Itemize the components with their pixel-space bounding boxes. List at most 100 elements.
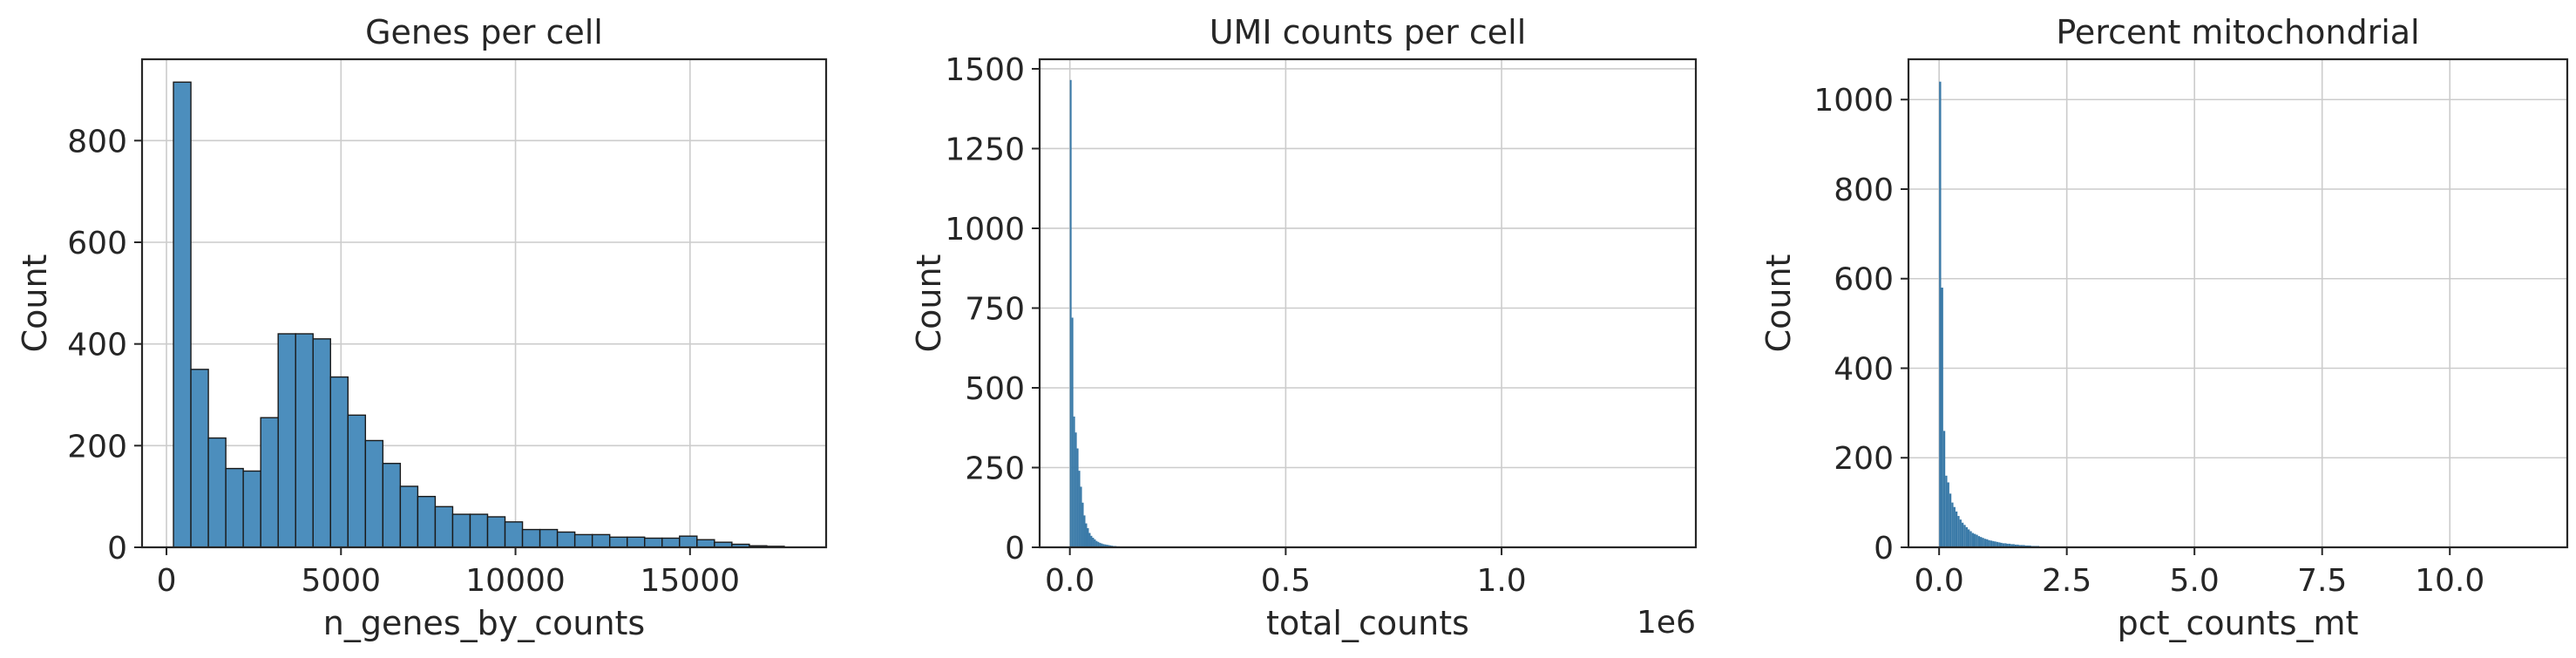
histogram-bar: [1092, 538, 1095, 547]
histogram-bar: [1941, 288, 1943, 547]
histogram-bar: [1106, 545, 1108, 547]
x-tick-label: 10.0: [2415, 563, 2484, 599]
histogram-bar: [2000, 542, 2003, 547]
histogram-bar: [2008, 543, 2011, 547]
histogram-bar: [1951, 502, 1954, 547]
plot-frame: [140, 58, 828, 549]
histogram-bar: [1955, 511, 1958, 547]
histogram-bar: [1945, 475, 1948, 547]
histogram-bar: [1076, 448, 1079, 547]
histogram-bar: [1942, 431, 1946, 547]
histogram-bar: [347, 414, 367, 548]
y-tick-label: 600: [67, 226, 127, 261]
x-tick-label: 0.0: [1915, 563, 1964, 599]
y-tick-label: 750: [965, 291, 1025, 327]
histogram-bar: [504, 521, 524, 548]
y-tick-label: 0: [1005, 531, 1025, 566]
histogram-bar: [329, 376, 349, 548]
x-axis-label: pct_counts_mt: [2118, 604, 2359, 642]
histogram-bar: [1949, 493, 1952, 547]
histogram-bar: [1087, 528, 1089, 547]
histogram-bar: [1095, 540, 1098, 547]
histogram-bar: [173, 81, 192, 548]
histogram-bar: [469, 513, 489, 548]
histogram-bar: [417, 495, 437, 548]
x-tick-label: 10000: [465, 563, 566, 599]
histogram-bar: [661, 537, 681, 548]
histogram-bar: [2012, 544, 2015, 547]
y-tick-label: 200: [67, 429, 127, 465]
histogram-bar: [1085, 523, 1088, 547]
histogram-bar: [627, 536, 646, 548]
y-axis-label: Count: [1759, 254, 1798, 353]
histogram-bar: [190, 369, 209, 548]
y-axis-label: Count: [16, 254, 54, 353]
y-tick-label: 1250: [945, 132, 1025, 167]
histogram-bar: [1998, 542, 2001, 547]
x-tick-label: 5000: [301, 563, 381, 599]
histogram-bar: [312, 338, 331, 548]
x-tick-label: 15000: [641, 563, 741, 599]
histogram-bar: [1986, 539, 1989, 547]
x-tick-label: 0.5: [1261, 563, 1311, 599]
percent-mitochondrial-chart: 0.0 2.5 5.0 7.5 10.0 0 200 400 600 800 1000 Percen…: [1759, 13, 2569, 642]
y-tick-label: 0: [107, 531, 127, 566]
histogram-bar: [451, 513, 471, 548]
histogram-bar: [1990, 540, 1993, 547]
histogram-bar: [260, 417, 279, 548]
histogram-bar: [295, 333, 314, 548]
histogram-bar: [2014, 544, 2017, 547]
histogram-bar: [1976, 534, 1978, 547]
histogram-bar: [2018, 545, 2021, 547]
genes-per-cell-chart: 0 5000 10000 15000 0 200 400 600 800 Genes per c…: [16, 13, 828, 642]
histogram-bar: [1996, 541, 1999, 547]
plot-frame: [1907, 58, 2569, 549]
histogram-bar: [1953, 506, 1956, 547]
histogram-bar: [1994, 541, 1996, 547]
y-axis-label: Count: [910, 254, 948, 353]
histogram-bar: [1969, 531, 1972, 547]
x-tick-label: 2.5: [2042, 563, 2091, 599]
histogram-bar: [2006, 543, 2009, 547]
histogram-bar: [2002, 543, 2005, 547]
x-tick-label: 7.5: [2297, 563, 2347, 599]
histogram-bar: [2010, 544, 2013, 547]
histogram-bar: [1078, 471, 1081, 547]
chart-title: Percent mitochondrial: [2056, 13, 2419, 51]
histogram-bar: [1939, 81, 1942, 548]
histogram-bar: [1074, 432, 1077, 547]
y-tick-label: 400: [67, 328, 127, 363]
histogram-bar: [2017, 544, 2019, 547]
y-tick-label: 1500: [945, 52, 1025, 88]
x-axis-label: n_genes_by_counts: [323, 604, 645, 642]
y-tick-label: 800: [67, 124, 127, 159]
histogram-bar: [1947, 482, 1949, 547]
histogram-bar: [679, 535, 698, 548]
histogram-bar: [1083, 515, 1086, 547]
histogram-bar: [242, 470, 261, 548]
y-tick-label: 600: [1834, 262, 1894, 298]
histogram-bar: [486, 516, 506, 548]
x-axis-label: total_counts: [1266, 604, 1469, 642]
histogram-bar: [1097, 541, 1100, 547]
y-tick-label: 0: [1874, 531, 1894, 566]
histogram-bar: [1101, 543, 1103, 547]
histogram-bar: [1102, 544, 1105, 547]
histogram-bar: [1080, 486, 1082, 547]
histogram-bar: [207, 437, 227, 548]
histogram-bar: [608, 536, 628, 548]
x-tick-label: 5.0: [2170, 563, 2220, 599]
y-tick-label: 800: [1834, 173, 1894, 208]
histogram-bar: [1965, 526, 1968, 547]
histogram-bar: [382, 463, 402, 548]
x-axis-offset-text: 1e6: [1637, 605, 1696, 641]
histogram-bar: [556, 531, 576, 548]
histogram-bar: [1088, 533, 1091, 547]
y-tick-label: 500: [965, 371, 1025, 407]
histogram-bar: [644, 537, 663, 548]
x-tick-label: 0: [157, 563, 177, 599]
histogram-bar: [1957, 516, 1960, 547]
plot-frame: [1038, 58, 1698, 549]
x-tick-label: 1.0: [1476, 563, 1526, 599]
